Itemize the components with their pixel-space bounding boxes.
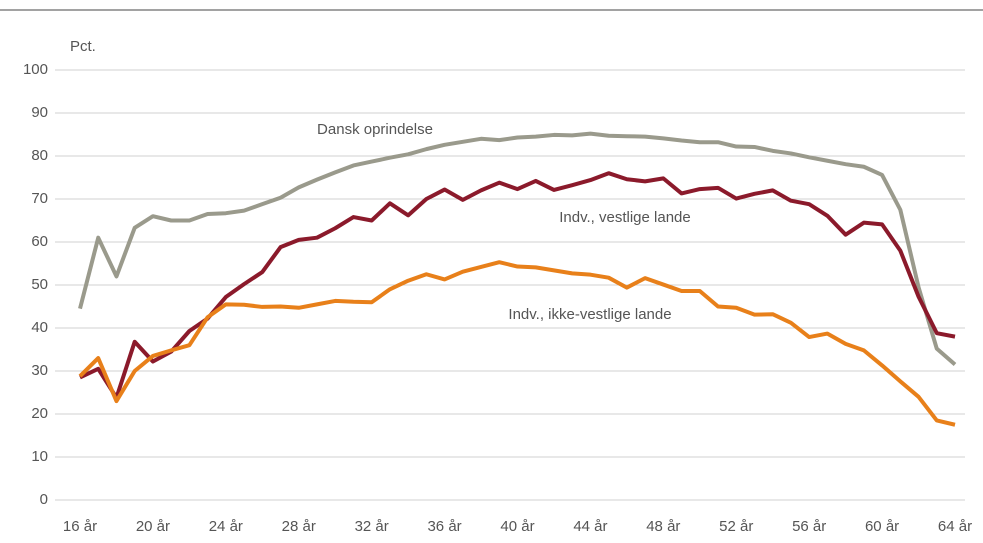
x-tick-label: 48 år bbox=[646, 518, 680, 535]
x-tick-label: 64 år bbox=[938, 518, 972, 535]
series-label: Indv., ikke-vestlige lande bbox=[508, 306, 671, 323]
x-tick-label: 44 år bbox=[573, 518, 607, 535]
y-axis-label: Pct. bbox=[70, 38, 96, 55]
y-tick-label: 80 bbox=[31, 147, 48, 164]
x-tick-label: 60 år bbox=[865, 518, 899, 535]
series-label: Indv., vestlige lande bbox=[559, 209, 690, 226]
x-tick-label: 20 år bbox=[136, 518, 170, 535]
y-tick-label: 100 bbox=[23, 61, 48, 78]
y-tick-label: 30 bbox=[31, 362, 48, 379]
x-tick-label: 36 år bbox=[427, 518, 461, 535]
x-tick-label: 28 år bbox=[282, 518, 316, 535]
series-label: Dansk oprindelse bbox=[317, 121, 433, 138]
x-tick-label: 32 år bbox=[355, 518, 389, 535]
y-tick-label: 20 bbox=[31, 405, 48, 422]
x-tick-label: 56 år bbox=[792, 518, 826, 535]
y-tick-label: 0 bbox=[40, 491, 48, 508]
y-tick-label: 50 bbox=[31, 276, 48, 293]
series-line bbox=[78, 260, 956, 427]
x-tick-label: 16 år bbox=[63, 518, 97, 535]
x-tick-label: 52 år bbox=[719, 518, 753, 535]
y-tick-label: 10 bbox=[31, 448, 48, 465]
y-tick-label: 60 bbox=[31, 233, 48, 250]
y-tick-label: 40 bbox=[31, 319, 48, 336]
x-tick-label: 40 år bbox=[500, 518, 534, 535]
y-tick-label: 70 bbox=[31, 190, 48, 207]
y-tick-label: 90 bbox=[31, 104, 48, 121]
series-line bbox=[78, 131, 957, 367]
x-tick-label: 24 år bbox=[209, 518, 243, 535]
series-line bbox=[79, 171, 956, 400]
